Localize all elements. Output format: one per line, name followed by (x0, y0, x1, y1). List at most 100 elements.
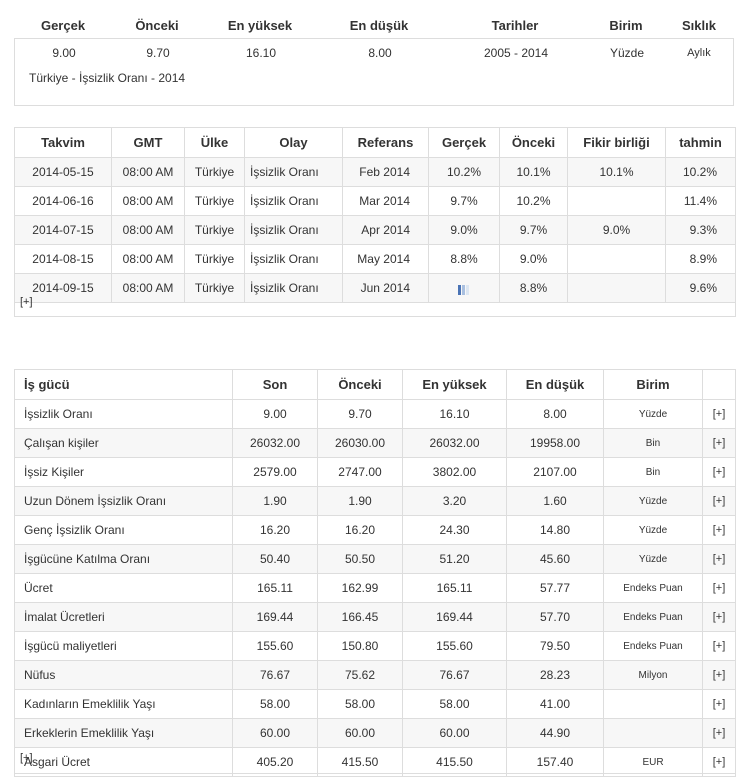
labour-lowest-value: 44.90 (506, 718, 604, 748)
calendar-gmt: 08:00 AM (111, 273, 185, 303)
labour-row: Nüfus 76.67 75.62 76.67 28.23 Milyon [+] (14, 660, 736, 690)
summary-unit-value: Yüzde (609, 46, 645, 60)
summary-header-actual: Gerçek (40, 17, 86, 33)
labour-unit: Yüzde (603, 544, 703, 574)
labour-row: Çalışan kişiler 26032.00 26030.00 26032.00 1… (14, 428, 736, 458)
calendar-consensus: 9.0% (567, 215, 666, 245)
calendar-row: 2014-08-15 08:00 AM Türkiye İşsizlik Ora… (14, 244, 736, 274)
summary-highest-value: 16.10 (245, 46, 277, 60)
labour-row-expand-link[interactable]: [+] (702, 689, 736, 719)
calendar-header-gmt: GMT (111, 127, 185, 158)
labour-indicator-name: Çalışan kişiler (14, 428, 233, 458)
calendar-event: İşsizlik Oranı (244, 157, 343, 187)
labour-row-expand-link[interactable]: [+] (702, 718, 736, 748)
calendar-consensus (567, 273, 666, 303)
summary-header: Gerçek Önceki En yüksek En düşük Tarihle… (14, 10, 736, 40)
calendar-row: 2014-06-16 08:00 AM Türkiye İşsizlik Ora… (14, 186, 736, 216)
calendar-event: İşsizlik Oranı (244, 244, 343, 274)
labour-row-expand-link[interactable]: [+] (702, 428, 736, 458)
labour-previous-value: 1.90 (317, 486, 403, 516)
labour-last-value: 155.60 (232, 631, 318, 661)
calendar-row: 2014-09-15 08:00 AM Türkiye İşsizlik Ora… (14, 273, 736, 303)
labour-indicator-name: İşsizlik Oranı (14, 399, 233, 429)
labour-previous-value: 9.70 (317, 399, 403, 429)
labour-previous-value: 16.20 (317, 515, 403, 545)
labour-row: İşsizlik Oranı 9.00 9.70 16.10 8.00 Yüzde [+] (14, 399, 736, 429)
labour-row-expand-link[interactable]: [+] (702, 399, 736, 429)
calendar-gmt: 08:00 AM (111, 244, 185, 274)
summary-header-dates: Tarihler (491, 17, 539, 33)
loading-indicator-icon (456, 284, 472, 295)
labour-lowest-value: 1.60 (506, 486, 604, 516)
labour-row-expand-link[interactable]: [+] (702, 544, 736, 574)
calendar-event: İşsizlik Oranı (244, 215, 343, 245)
calendar-date: 2014-06-16 (14, 186, 112, 216)
labour-unit: Yüzde (603, 399, 703, 429)
calendar-event: İşsizlik Oranı (244, 273, 343, 303)
calendar-actual-pending (428, 273, 500, 303)
labour-lowest-value: 28.23 (506, 660, 604, 690)
calendar-forecast: 11.4% (665, 186, 736, 216)
labour-unit: Milyon (603, 660, 703, 690)
labour-row-expand-link[interactable]: [+] (702, 515, 736, 545)
calendar-actual: 8.8% (428, 244, 500, 274)
calendar-consensus (567, 186, 666, 216)
labour-table: İş gücü Son Önceki En yüksek En düşük Bi… (14, 369, 736, 777)
labour-indicator-name: Asgari Ücret (14, 747, 233, 777)
summary-previous-value: 9.70 (146, 46, 170, 60)
labour-unit: Bin (603, 428, 703, 458)
calendar-reference: Feb 2014 (342, 157, 429, 187)
labour-highest-value: 3.20 (402, 486, 507, 516)
calendar-panel: Takvim GMT Ülke Olay Referans Gerçek Önc… (14, 127, 736, 317)
labour-indicator-name: Nüfus (14, 660, 233, 690)
summary-actual-value: 9.00 (52, 46, 76, 60)
labour-more-link[interactable]: [+] (20, 752, 33, 764)
labour-indicator-name: Kadınların Emeklilik Yaşı (14, 689, 233, 719)
labour-header-highest: En yüksek (402, 369, 507, 400)
labour-row-expand-link[interactable]: [+] (702, 573, 736, 603)
labour-previous-value: 2747.00 (317, 457, 403, 487)
calendar-header-date: Takvim (14, 127, 112, 158)
labour-last-value: 1.90 (232, 486, 318, 516)
calendar-header-reference: Referans (342, 127, 429, 158)
calendar-forecast: 9.6% (665, 273, 736, 303)
labour-last-value: 58.00 (232, 689, 318, 719)
labour-last-value: 26032.00 (232, 428, 318, 458)
calendar-header-row: Takvim GMT Ülke Olay Referans Gerçek Önc… (14, 127, 736, 158)
calendar-more-link[interactable]: [+] (20, 296, 33, 308)
labour-highest-value: 76.67 (402, 660, 507, 690)
labour-previous-value: 60.00 (317, 718, 403, 748)
labour-unit: Bin (603, 457, 703, 487)
calendar-header-event: Olay (244, 127, 343, 158)
calendar-event: İşsizlik Oranı (244, 186, 343, 216)
labour-unit (603, 718, 703, 748)
labour-row-expand-link[interactable]: [+] (702, 660, 736, 690)
labour-header-row: İş gücü Son Önceki En yüksek En düşük Bi… (14, 369, 736, 400)
labour-highest-value: 24.30 (402, 515, 507, 545)
labour-last-value: 405.20 (232, 747, 318, 777)
labour-unit: EUR (603, 747, 703, 777)
labour-last-value: 76.67 (232, 660, 318, 690)
labour-row-expand-link[interactable]: [+] (702, 747, 736, 777)
labour-last-value: 60.00 (232, 718, 318, 748)
labour-row-expand-link[interactable]: [+] (702, 631, 736, 661)
labour-panel: İş gücü Son Önceki En yüksek En düşük Bi… (14, 369, 736, 777)
summary-panel: 9.00 9.70 16.10 8.00 2005 - 2014 Yüzde A… (14, 38, 734, 106)
summary-values: 9.00 9.70 16.10 8.00 2005 - 2014 Yüzde A… (15, 39, 735, 67)
labour-row-expand-link[interactable]: [+] (702, 486, 736, 516)
summary-dates-value: 2005 - 2014 (483, 46, 549, 60)
labour-highest-value: 58.00 (402, 689, 507, 719)
labour-lowest-value: 57.77 (506, 573, 604, 603)
labour-indicator-name: İşgücüne Katılma Oranı (14, 544, 233, 574)
labour-indicator-name: Erkeklerin Emeklilik Yaşı (14, 718, 233, 748)
labour-row-expand-link[interactable]: [+] (702, 602, 736, 632)
labour-lowest-value: 157.40 (506, 747, 604, 777)
labour-previous-value: 58.00 (317, 689, 403, 719)
labour-previous-value: 415.50 (317, 747, 403, 777)
labour-row-expand-link[interactable]: [+] (702, 457, 736, 487)
labour-previous-value: 166.45 (317, 602, 403, 632)
labour-last-value: 50.40 (232, 544, 318, 574)
calendar-table: Takvim GMT Ülke Olay Referans Gerçek Önc… (14, 127, 736, 303)
calendar-previous: 9.0% (499, 244, 568, 274)
calendar-reference: Apr 2014 (342, 215, 429, 245)
